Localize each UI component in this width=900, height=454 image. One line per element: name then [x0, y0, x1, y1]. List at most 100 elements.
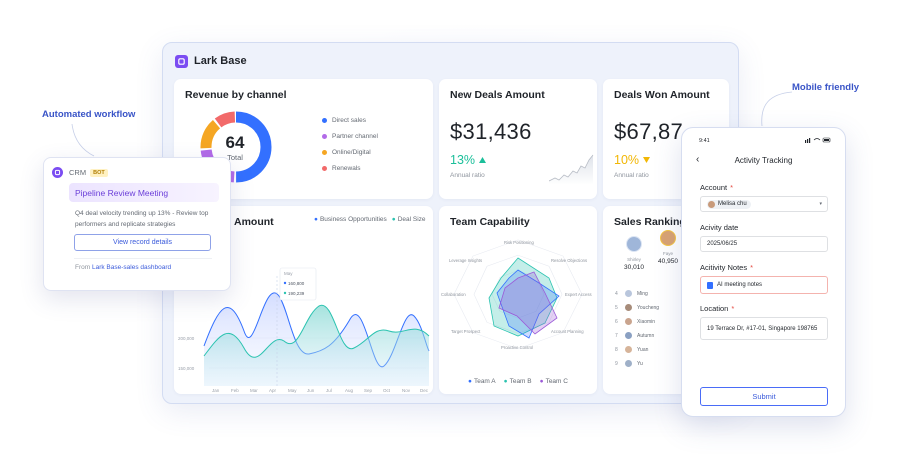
- dropdown-caret-icon: ▾: [819, 201, 822, 207]
- rank-number: 7: [615, 332, 618, 339]
- avatar: [625, 360, 632, 367]
- legend-deal-size[interactable]: Deal Size: [397, 216, 426, 223]
- account-value: Melisa chu: [718, 201, 747, 207]
- legend-team-b[interactable]: ● Team B: [504, 378, 532, 385]
- axis-label: Account Planning: [551, 329, 584, 334]
- rank-row[interactable]: 8 Yuan: [615, 346, 648, 353]
- new-deals-card[interactable]: New Deals Amount $31,436 13% Annual rati…: [439, 79, 597, 199]
- account-chip: Melisa chu: [707, 199, 751, 209]
- legend-label: Team B: [509, 378, 532, 385]
- team-legend: ● Team A ● Team B ● Team C: [439, 378, 597, 385]
- donut-center: 64 Total: [200, 133, 270, 162]
- x-tick-label: Oct: [383, 388, 391, 393]
- rank-name: Autumn: [637, 332, 655, 339]
- y-tick-150000: 150,000: [178, 366, 195, 371]
- x-tick-label: Apr: [269, 388, 277, 393]
- lark-base-logo-icon: [175, 54, 188, 68]
- deals-won-sub: Annual ratio: [614, 172, 649, 179]
- trend-up-icon: [479, 157, 487, 163]
- team-capability-title: Team Capability: [450, 216, 530, 228]
- legend-dot-icon: ●: [314, 216, 318, 223]
- new-deals-sub: Annual ratio: [450, 172, 485, 179]
- deals-won-change-value: 10%: [614, 153, 640, 167]
- back-chevron-icon[interactable]: ‹: [696, 154, 700, 165]
- deals-won-change: 10%: [614, 153, 651, 167]
- rank-number: 9: [615, 360, 618, 367]
- location-label: Location *: [700, 304, 734, 313]
- rank-name: Youcheng: [637, 304, 660, 311]
- rank-row[interactable]: 7 Autumn: [615, 332, 654, 339]
- document-icon: [707, 281, 713, 289]
- axis-label: Risk Positioning: [504, 240, 534, 245]
- x-tick-label: Nov: [402, 388, 411, 393]
- new-deals-change-value: 13%: [450, 153, 476, 167]
- team-radar-chart[interactable]: Risk Positioning Resolve Objections Expe…: [439, 238, 597, 368]
- avatar: [625, 290, 632, 297]
- x-tick-label: Mar: [250, 388, 258, 393]
- activity-notes-field[interactable]: AI meeting notes: [700, 276, 828, 294]
- automated-workflow-callout: Automated workflow: [42, 109, 136, 120]
- legend-team-c[interactable]: ● Team C: [540, 378, 568, 385]
- required-mark: *: [750, 263, 754, 272]
- legend-label: Partner channel: [332, 133, 378, 140]
- avatar: [625, 332, 632, 339]
- legend-direct-sales[interactable]: Direct sales: [322, 117, 366, 124]
- new-deals-change: 13%: [450, 153, 487, 167]
- x-axis-month-labels: Jan Feb Mar Apr May Jun Jul Aug Sep Oct …: [212, 388, 429, 393]
- legend-online-digital[interactable]: Online/Digital: [322, 149, 371, 156]
- account-select[interactable]: Melisa chu ▾: [700, 196, 828, 212]
- window-header: Lark Base: [163, 43, 738, 79]
- legend-partner-channel[interactable]: Partner channel: [322, 133, 378, 140]
- axis-label: Target Prospect: [451, 329, 481, 334]
- donut-total-value: 64: [225, 133, 245, 152]
- crm-app-name: CRM: [69, 168, 87, 177]
- x-tick-label: May: [288, 388, 297, 393]
- legend-dot-icon: [322, 134, 327, 139]
- team-capability-card[interactable]: Team Capability Risk Positioning Resolve…: [439, 206, 597, 394]
- x-tick-label: Sep: [364, 388, 373, 393]
- avatar: [625, 318, 632, 325]
- rank-row[interactable]: 5 Youcheng: [615, 304, 659, 311]
- location-field[interactable]: 19 Terrace Dr, #17-01, Singapore 198765: [700, 317, 828, 340]
- rank-top-1[interactable]: Faye 40,950: [653, 230, 683, 265]
- crm-message-title: Pipeline Review Meeting: [69, 183, 219, 202]
- crm-notification-card[interactable]: CRM BOT Pipeline Review Meeting Q4 deal …: [43, 157, 231, 291]
- crm-header: CRM BOT: [52, 167, 108, 178]
- axis-label: Expert Access: [565, 292, 592, 297]
- view-record-details-button[interactable]: View record details: [74, 234, 211, 251]
- legend-business-opportunities[interactable]: Business Opportunities: [319, 216, 387, 223]
- phone-notch: [732, 128, 795, 141]
- legend-team-a[interactable]: ● Team A: [468, 378, 496, 385]
- revenue-card-title: Revenue by channel: [185, 89, 287, 101]
- activity-date-field[interactable]: 2025/06/25: [700, 236, 828, 252]
- deals-area-chart[interactable]: 200,000 150,000 May 160,800 190,239 Jan …: [174, 236, 433, 394]
- rank-row[interactable]: 9 Yu: [615, 360, 643, 367]
- deals-chart-legend: ● Business Opportunities ● Deal Size: [314, 216, 426, 223]
- trend-down-icon: [643, 157, 651, 163]
- legend-renewals[interactable]: Renewals: [322, 165, 361, 172]
- legend-label: Team A: [473, 378, 496, 385]
- rank-row[interactable]: 4 Ming: [615, 290, 648, 297]
- avatar: [625, 304, 632, 311]
- account-label: Account *: [700, 183, 733, 192]
- crm-source-link[interactable]: Lark Base-sales dashboard: [91, 264, 172, 271]
- axis-label: Collaboration: [441, 292, 466, 297]
- activity-date-label: Acivity date: [700, 223, 739, 232]
- status-bar-icons: [805, 137, 831, 145]
- avatar: [660, 230, 676, 246]
- dashboard-window: Lark Base Revenue by channel 64 Total Di…: [162, 42, 739, 404]
- legend-dot-icon: ●: [391, 216, 396, 223]
- rank-number: 6: [615, 318, 618, 325]
- rank-name: Faye: [662, 251, 673, 256]
- rank-top-2[interactable]: Shirley 30,010: [619, 236, 649, 271]
- crm-bot-icon: [52, 167, 63, 178]
- crm-source: From Lark Base-sales dashboard: [75, 264, 171, 271]
- new-deals-sparkline: [549, 154, 594, 185]
- y-tick-200000: 200,000: [178, 336, 195, 341]
- rank-name: Yuan: [637, 346, 649, 353]
- rank-row[interactable]: 6 Xiaomin: [615, 318, 655, 325]
- revenue-donut-chart[interactable]: [198, 109, 274, 185]
- submit-button[interactable]: Submit: [700, 387, 828, 406]
- legend-label: Direct sales: [332, 117, 366, 124]
- axis-label: Leverage Insights: [449, 258, 482, 263]
